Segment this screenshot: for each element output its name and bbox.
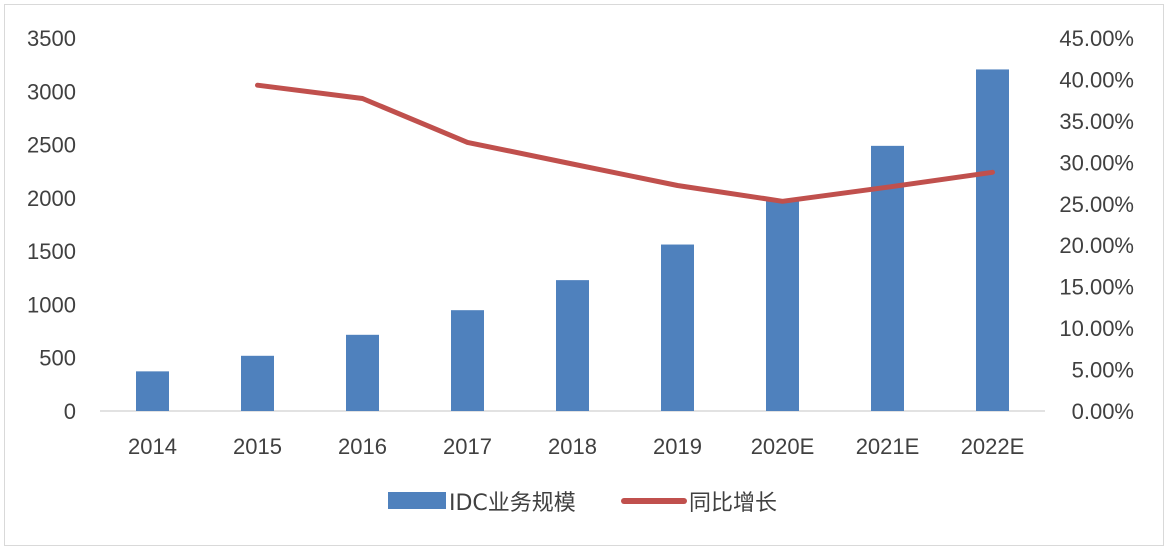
bar-series [136, 69, 1009, 411]
x-tick-label: 2022E [961, 434, 1025, 459]
bar [766, 199, 799, 411]
right-tick-label: 35.00% [1059, 109, 1134, 134]
x-tick-label: 2019 [653, 434, 702, 459]
x-axis-ticks: 2014 2015 2016 2017 2018 2019 2020E 2021E 2022E [128, 434, 1024, 459]
right-tick-label: 15.00% [1059, 275, 1134, 300]
legend-swatch-bar [388, 492, 446, 509]
left-tick-label: 3500 [27, 26, 76, 51]
right-tick-label: 0.00% [1072, 399, 1134, 424]
x-tick-label: 2017 [443, 434, 492, 459]
left-tick-label: 1500 [27, 239, 76, 264]
x-tick-label: 2015 [233, 434, 282, 459]
left-axis-ticks: 0 500 1000 1500 2000 2500 3000 3500 [27, 26, 76, 424]
bar [976, 69, 1009, 411]
right-tick-label: 25.00% [1059, 192, 1134, 217]
left-tick-label: 2500 [27, 133, 76, 158]
right-tick-label: 20.00% [1059, 233, 1134, 258]
left-tick-label: 500 [39, 346, 76, 371]
x-tick-label: 2021E [856, 434, 920, 459]
legend: IDC业务规模 同比增长 [388, 491, 777, 516]
right-tick-label: 10.00% [1059, 316, 1134, 341]
left-tick-label: 3000 [27, 79, 76, 104]
right-tick-label: 5.00% [1072, 358, 1134, 383]
bar [136, 371, 169, 411]
legend-label-bar: IDC业务规模 [449, 491, 576, 516]
right-tick-label: 40.00% [1059, 67, 1134, 92]
left-tick-label: 2000 [27, 186, 76, 211]
left-tick-label: 0 [64, 399, 76, 424]
legend-label-line: 同比增长 [689, 491, 777, 516]
left-tick-label: 1000 [27, 292, 76, 317]
x-tick-label: 2018 [548, 434, 597, 459]
bar [661, 244, 694, 411]
x-tick-label: 2016 [338, 434, 387, 459]
bar [346, 334, 379, 411]
bar [451, 310, 484, 411]
x-tick-label: 2020E [751, 434, 815, 459]
right-tick-label: 45.00% [1059, 26, 1134, 51]
chart-frame [4, 4, 1164, 546]
x-tick-label: 2014 [128, 434, 177, 459]
bar [556, 280, 589, 411]
growth-line [255, 82, 995, 204]
right-axis-ticks: 0.00% 5.00% 10.00% 15.00% 20.00% 25.00% 30.00%… [1059, 26, 1134, 424]
line-series [255, 82, 995, 204]
bar [241, 355, 274, 411]
right-tick-label: 30.00% [1059, 150, 1134, 175]
